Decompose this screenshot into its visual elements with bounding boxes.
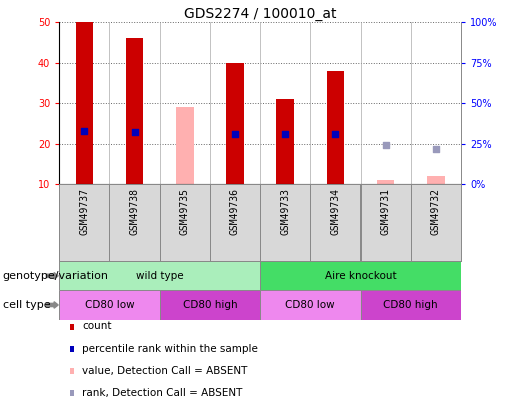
Text: genotype/variation: genotype/variation [3,271,109,281]
Bar [310,184,360,261]
Bar [360,290,461,320]
Text: Aire knockout: Aire knockout [324,271,397,281]
Text: CD80 low: CD80 low [285,300,335,310]
Bar [59,290,160,320]
Text: CD80 high: CD80 high [182,300,237,310]
Text: wild type: wild type [136,271,183,281]
Text: GSM49735: GSM49735 [180,188,190,235]
Text: GSM49738: GSM49738 [130,188,140,235]
Text: GSM49732: GSM49732 [431,188,441,235]
Text: GSM49736: GSM49736 [230,188,240,235]
Bar [126,38,143,184]
Bar [59,261,260,290]
Bar [260,184,310,261]
Bar [176,107,194,184]
Text: GSM49733: GSM49733 [280,188,290,235]
Bar [327,71,344,184]
Bar [260,261,461,290]
Bar [260,290,360,320]
Bar [410,184,461,261]
Text: CD80 low: CD80 low [84,300,134,310]
Point [382,142,390,149]
Bar [210,184,260,261]
Text: value, Detection Call = ABSENT: value, Detection Call = ABSENT [82,366,248,376]
Bar [160,184,210,261]
Text: GSM49731: GSM49731 [381,188,390,235]
Text: rank, Detection Call = ABSENT: rank, Detection Call = ABSENT [82,388,243,398]
Point [281,131,289,137]
Point [432,145,440,152]
Bar [109,184,160,261]
Text: GSM49737: GSM49737 [79,188,89,235]
Bar [377,180,394,184]
Bar [76,22,93,184]
Text: cell type: cell type [3,300,50,310]
Text: percentile rank within the sample: percentile rank within the sample [82,344,258,354]
Title: GDS2274 / 100010_at: GDS2274 / 100010_at [184,7,336,21]
Bar [277,99,294,184]
Bar [59,184,109,261]
Text: CD80 high: CD80 high [383,300,438,310]
Bar [427,176,444,184]
Bar [160,290,260,320]
Point [80,128,89,134]
Text: count: count [82,322,112,331]
Bar [360,184,410,261]
Text: GSM49734: GSM49734 [331,188,340,235]
Bar [226,63,244,184]
Point [231,131,239,137]
Point [331,131,339,137]
Point [130,129,139,136]
